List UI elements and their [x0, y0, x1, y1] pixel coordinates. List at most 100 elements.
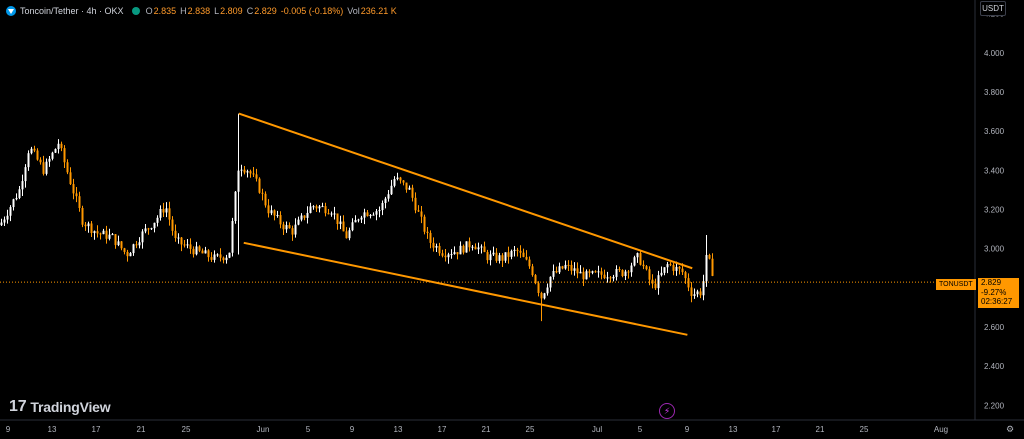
candle-body	[309, 206, 312, 213]
candle-body	[627, 271, 630, 273]
candle-body	[0, 222, 3, 226]
candle-body	[252, 173, 255, 175]
candle-body	[492, 252, 495, 255]
candle-body	[432, 242, 435, 248]
candle-body	[591, 271, 594, 273]
candle-body	[474, 246, 477, 250]
candle-body	[423, 216, 426, 232]
price-tick-label: 3.200	[984, 206, 1005, 215]
candle-body	[75, 193, 78, 197]
open-value: 2.835	[153, 6, 177, 16]
candle-body	[660, 272, 663, 276]
candle-body	[294, 224, 297, 235]
candle-body	[594, 271, 597, 273]
candle-body	[693, 294, 696, 296]
candle-body	[210, 257, 213, 260]
lightning-icon[interactable]: ⚡	[659, 403, 675, 419]
market-open-dot-icon	[131, 7, 140, 15]
time-tick-label: 13	[394, 425, 403, 434]
candle-body	[303, 215, 306, 218]
candle-body	[57, 143, 60, 150]
candle-body	[360, 217, 363, 220]
tradingview-watermark[interactable]: 17 TradingView	[9, 398, 111, 416]
candle-body	[192, 248, 195, 255]
candle-body	[288, 225, 291, 229]
time-tick-label: 9	[685, 425, 690, 434]
candle-body	[150, 228, 153, 230]
candle-body	[522, 252, 525, 257]
candle-body	[60, 143, 63, 149]
candle-body	[612, 276, 615, 279]
candle-body	[126, 251, 129, 257]
candle-body	[174, 230, 177, 239]
candle-body	[213, 254, 216, 260]
candle-body	[450, 254, 453, 256]
candle-body	[405, 182, 408, 190]
candle-body	[54, 149, 57, 153]
candle-body	[141, 231, 144, 243]
candle-body	[519, 250, 522, 253]
candle-body	[471, 246, 474, 248]
candle-body	[69, 172, 72, 185]
candle-body	[138, 242, 141, 246]
symbol-title[interactable]: Toncoin/Tether · 4h · OKX	[20, 6, 124, 16]
candle-body	[564, 264, 567, 269]
price-tick-label: 4.000	[984, 49, 1005, 58]
candle-body	[510, 250, 513, 257]
candle-body	[300, 215, 303, 220]
candle-body	[66, 162, 69, 173]
candle-body	[534, 275, 537, 284]
candle-body	[282, 224, 285, 230]
time-tick-label: 17	[772, 425, 781, 434]
candle-body	[609, 277, 612, 279]
candle-body	[243, 169, 246, 173]
candle-body	[639, 253, 642, 265]
candle-body	[417, 210, 420, 212]
toncoin-icon[interactable]	[6, 6, 16, 16]
candle-body	[558, 266, 561, 273]
gear-icon[interactable]: ⚙	[1006, 424, 1015, 434]
candle-body	[312, 206, 315, 208]
candle-body	[102, 230, 105, 235]
price-axis[interactable]: 4.2004.0003.8003.6003.4003.2003.0002.800…	[984, 10, 1005, 411]
candle-body	[51, 152, 54, 159]
time-tick-label: 5	[306, 425, 311, 434]
candle-body	[573, 268, 576, 271]
candle-body	[393, 179, 396, 186]
symbol-tag: TONUSDT	[936, 279, 976, 290]
time-axis[interactable]: 9 13 17 21 25 Jun 5 9 13 17 21 25 Jul 5 9 13 17 21 25 Aug	[6, 425, 948, 434]
upper-trendline[interactable]	[238, 112, 693, 270]
candle-body	[384, 198, 387, 204]
candle-body	[27, 153, 30, 168]
candle-body	[576, 268, 579, 274]
candle-body	[705, 254, 708, 282]
time-tick-label: 25	[526, 425, 535, 434]
candle-body	[114, 234, 117, 246]
currency-button[interactable]: USDT	[980, 1, 1006, 16]
lower-trendline[interactable]	[243, 241, 688, 336]
time-tick-label: 25	[182, 425, 191, 434]
candle-body	[453, 252, 456, 255]
candle-body	[258, 178, 261, 193]
symbol-legend: Toncoin/Tether · 4h · OKX O 2.835 H 2.838 …	[6, 4, 401, 18]
candle-body	[711, 258, 714, 276]
price-tick-label: 2.600	[984, 323, 1005, 332]
candle-body	[399, 177, 402, 181]
candle-body	[369, 214, 372, 217]
time-tick-label: 21	[482, 425, 491, 434]
candle-body	[678, 266, 681, 269]
candle-body	[375, 211, 378, 215]
candle-body	[264, 193, 267, 206]
candle-body	[297, 219, 300, 225]
candle-body	[24, 167, 27, 182]
candle-body	[408, 187, 411, 190]
candle-body	[501, 255, 504, 261]
trendlines[interactable]	[238, 112, 693, 336]
candle-body	[279, 215, 282, 225]
price-tick-label: 3.800	[984, 88, 1005, 97]
candle-body	[111, 234, 114, 236]
candle-body	[318, 206, 321, 209]
time-tick-label: 17	[92, 425, 101, 434]
last-change: -9.27%	[981, 287, 1007, 297]
